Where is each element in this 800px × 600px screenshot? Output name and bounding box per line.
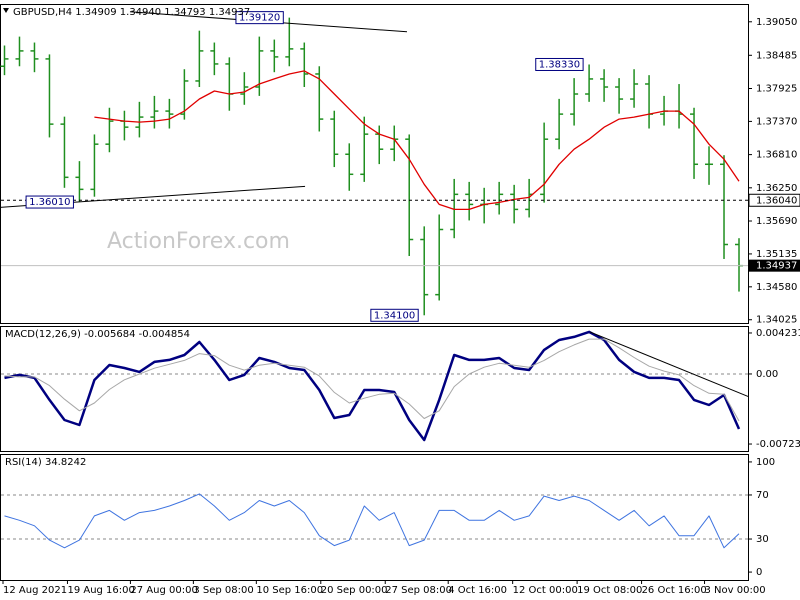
hline-label-box bbox=[748, 193, 800, 207]
panel-frame bbox=[0, 454, 749, 581]
watermark: ActionForex.com bbox=[107, 229, 290, 254]
x-tick-label: 27 Sep 08:00 bbox=[385, 585, 452, 596]
series-line bbox=[94, 70, 740, 211]
annotation-label: 1.34100 bbox=[374, 310, 415, 321]
series-line bbox=[4, 338, 740, 422]
hline-label: 1.36040 bbox=[756, 195, 797, 206]
panel-title: RSI(14) 34.8242 bbox=[5, 457, 86, 468]
x-tick-label: 4 Oct 16:00 bbox=[448, 585, 507, 596]
annotation-box bbox=[25, 195, 74, 209]
series-line bbox=[4, 330, 741, 442]
panel-title: MACD(12,26,9) -0.005684 -0.004854 bbox=[5, 329, 190, 340]
y-tick-label: 0 bbox=[756, 567, 762, 578]
y-tick-label: 1.35135 bbox=[756, 249, 797, 260]
y-tick-label: -0.00723 bbox=[756, 439, 800, 450]
x-tick-label: 26 Oct 16:00 bbox=[642, 585, 707, 596]
annotation-box bbox=[370, 308, 419, 322]
last-price-label: 1.34937 bbox=[756, 261, 797, 272]
y-tick-label: 1.38485 bbox=[756, 50, 797, 61]
panel-frame bbox=[0, 326, 749, 452]
annotation-label: 1.36010 bbox=[29, 197, 70, 208]
panel-frame bbox=[0, 4, 749, 324]
x-tick-label: 10 Sep 16:00 bbox=[256, 585, 323, 596]
x-tick-label: 19 Aug 16:00 bbox=[67, 585, 134, 596]
y-tick-label: 0.004231 bbox=[756, 328, 800, 339]
y-tick-label: 70 bbox=[756, 490, 769, 501]
y-tick-label: 30 bbox=[756, 534, 769, 545]
y-tick-label: 1.36810 bbox=[756, 150, 797, 161]
last-price-box bbox=[749, 259, 800, 272]
annotation-box bbox=[235, 11, 284, 25]
y-tick-label: 0.00 bbox=[756, 369, 778, 380]
x-tick-label: 19 Oct 08:00 bbox=[577, 585, 642, 596]
title-icon bbox=[3, 8, 9, 13]
y-tick-label: 1.35690 bbox=[756, 216, 797, 227]
series-line bbox=[4, 493, 740, 549]
y-tick-label: 1.36250 bbox=[756, 183, 797, 194]
trendline bbox=[589, 331, 749, 397]
x-tick-label: 3 Nov 00:00 bbox=[705, 585, 766, 596]
x-tick-label: 27 Aug 00:00 bbox=[130, 585, 197, 596]
annotation-label: 1.39120 bbox=[239, 13, 280, 24]
y-tick-label: 1.37370 bbox=[756, 116, 797, 127]
x-tick-label: 20 Sep 00:00 bbox=[321, 585, 388, 596]
x-tick-label: 12 Aug 2021 bbox=[3, 585, 67, 596]
x-tick-label: 3 Sep 08:00 bbox=[193, 585, 253, 596]
panel-title: GBPUSD,H4 1.34909 1.34940 1.34793 1.3493… bbox=[13, 7, 250, 18]
y-tick-label: 1.39050 bbox=[756, 17, 797, 28]
y-tick-label: 1.34580 bbox=[756, 282, 797, 293]
y-tick-label: 1.37925 bbox=[756, 83, 797, 94]
annotation-box bbox=[535, 57, 584, 71]
y-tick-label: 1.34025 bbox=[756, 315, 797, 326]
annotation-label: 1.38330 bbox=[539, 59, 580, 70]
y-tick-label: 100 bbox=[756, 457, 775, 468]
x-tick-label: 12 Oct 00:00 bbox=[513, 585, 578, 596]
